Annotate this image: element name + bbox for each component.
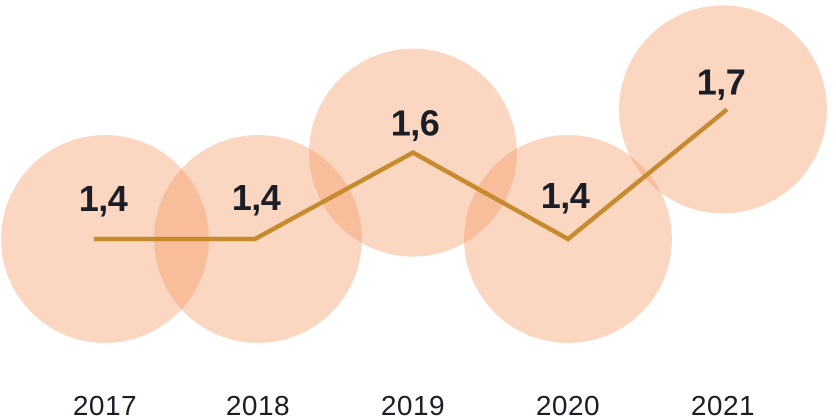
x-axis-label-2021: 2021 [691, 390, 755, 420]
x-axis-label-2017: 2017 [73, 390, 137, 420]
value-label-2017: 1,4 [79, 178, 128, 219]
value-label-2020: 1,4 [541, 175, 590, 216]
bubble-2021 [619, 5, 827, 214]
x-axis-label-2020: 2020 [536, 390, 600, 420]
x-axis-label-2018: 2018 [226, 390, 290, 420]
value-label-2019: 1,6 [391, 103, 440, 144]
trend-line [94, 107, 729, 242]
value-label-2021: 1,7 [697, 61, 746, 102]
value-label-2018: 1,4 [232, 177, 281, 218]
x-axis-label-2019: 2019 [381, 390, 445, 420]
